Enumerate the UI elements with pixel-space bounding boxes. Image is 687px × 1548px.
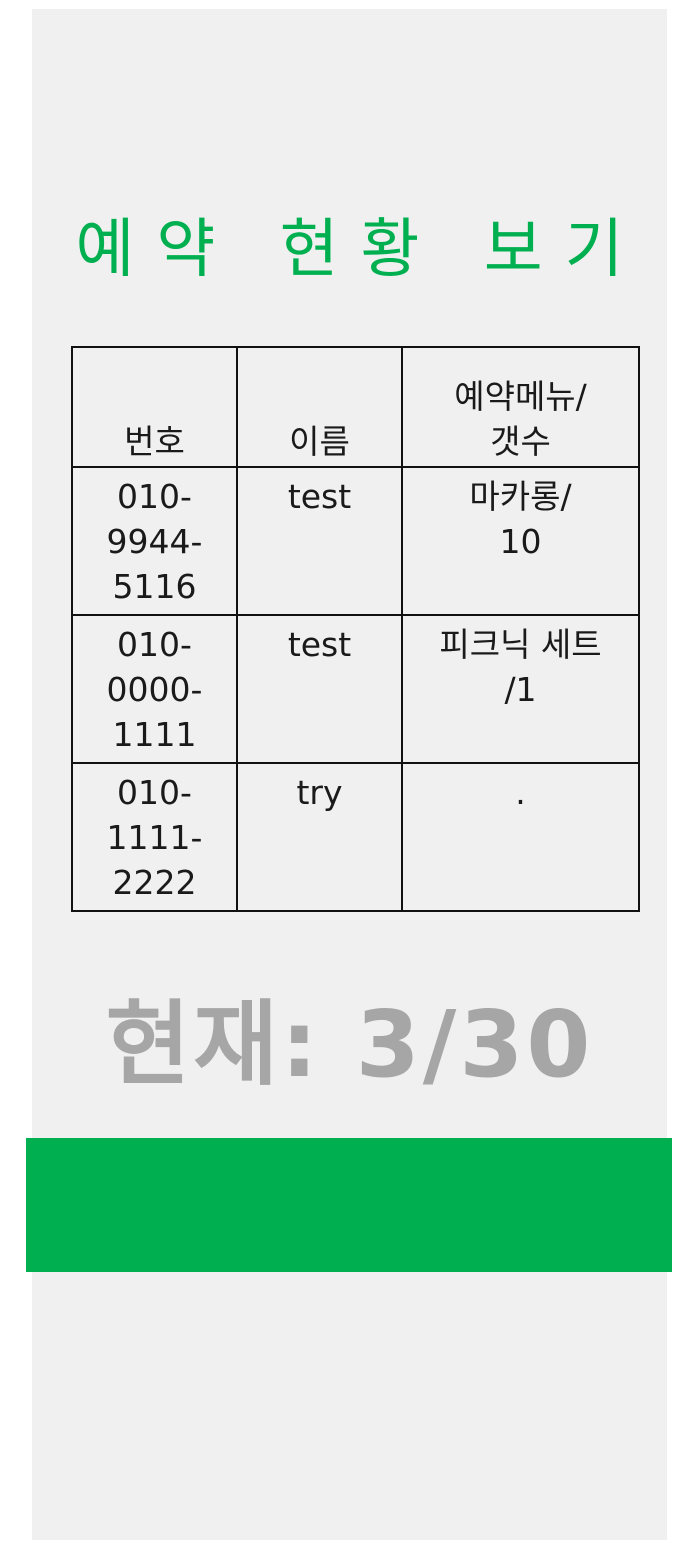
cell-menu-line: 피크닉 세트 [439, 625, 602, 664]
cell-phone-line: 010- [117, 477, 192, 516]
cell-menu-line: 마카롱/ [469, 477, 572, 516]
cell-menu-line: 10 [499, 522, 542, 561]
cell-phone-line: 2222 [112, 863, 197, 902]
cell-menu: 마카롱/ 10 [401, 466, 640, 616]
cell-name: test [236, 614, 403, 764]
header-name: 이름 [236, 346, 403, 468]
cell-menu-line: . [515, 773, 526, 812]
cell-phone-line: 5116 [112, 567, 197, 606]
header-menu-line: 갯수 [490, 422, 551, 461]
cell-menu: 피크닉 세트 /1 [401, 614, 640, 764]
action-bar[interactable] [26, 1138, 672, 1272]
cell-phone-line: 010- [117, 773, 192, 812]
cell-phone: 010- 0000- 1111 [71, 614, 238, 764]
cell-phone-line: 010- [117, 625, 192, 664]
cell-phone-line: 9944- [106, 522, 203, 561]
reservation-count: 현재: 3/30 [105, 991, 594, 1098]
cell-name: test [236, 466, 403, 616]
table-header-row: 번호 이름 예약메뉴/ 갯수 [71, 346, 640, 468]
page-title: 예약 현황 보기 [75, 213, 646, 287]
header-menu: 예약메뉴/ 갯수 [401, 346, 640, 468]
cell-phone-line: 1111 [112, 715, 197, 754]
cell-menu: . [401, 762, 640, 912]
header-phone: 번호 [71, 346, 238, 468]
cell-phone: 010- 1111- 2222 [71, 762, 238, 912]
table-row: 010- 1111- 2222 try . [71, 762, 640, 912]
table-row: 010- 0000- 1111 test 피크닉 세트 /1 [71, 614, 640, 764]
cell-name: try [236, 762, 403, 912]
reservation-table: 번호 이름 예약메뉴/ 갯수 010- 9944- 5116 test 마카롱/… [71, 346, 640, 912]
table-row: 010- 9944- 5116 test 마카롱/ 10 [71, 466, 640, 616]
cell-menu-line: /1 [504, 670, 537, 709]
cell-phone: 010- 9944- 5116 [71, 466, 238, 616]
cell-phone-line: 1111- [106, 818, 203, 857]
header-menu-line: 예약메뉴/ [454, 377, 587, 416]
cell-phone-line: 0000- [106, 670, 203, 709]
